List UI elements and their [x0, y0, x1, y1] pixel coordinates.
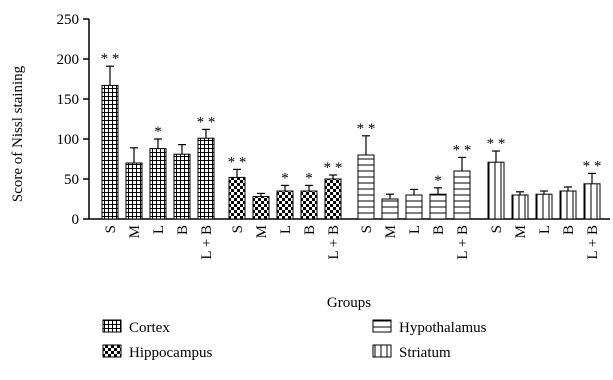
legend-label: Cortex [129, 320, 170, 336]
significance-marker: * * [324, 160, 343, 176]
legend-item-cortex: Cortex [102, 319, 170, 336]
significance-marker: * * [357, 121, 376, 137]
category-label: B [431, 225, 447, 235]
legend-swatch [102, 319, 122, 333]
bar-hypothalamus-m [381, 198, 399, 220]
significance-marker: * * [228, 154, 247, 170]
significance-marker: * [434, 173, 442, 189]
y-axis: 0 50 100 150 200 250 [57, 12, 90, 228]
category-label: B [302, 225, 318, 235]
category-label: L + B [585, 225, 601, 260]
bar-striatum-m [511, 194, 529, 220]
significance-marker: * [154, 124, 162, 140]
category-label: L [278, 225, 294, 234]
bar-cortex-s [101, 84, 119, 220]
category-label: B [175, 225, 191, 235]
significance-marker: * * [101, 51, 120, 67]
category-label: M [383, 225, 399, 238]
y-tick-label: 150 [57, 92, 80, 108]
y-axis-title: Score of Nissl staining [10, 65, 26, 202]
bar-striatum-s [487, 161, 505, 220]
category-label: M [127, 225, 143, 238]
legend-label: Hippocampus [129, 345, 212, 361]
series-striatum: * * * * [487, 136, 602, 220]
bar-cortex-m [125, 162, 143, 220]
bar-hippocampus-b [300, 190, 318, 220]
legend-label: Striatum [399, 345, 451, 361]
bar-hypothalamus-b [429, 193, 447, 220]
bar-striatum-l [535, 193, 553, 220]
category-label: M [513, 225, 529, 238]
y-tick-label: 200 [57, 52, 80, 68]
legend-swatch [372, 344, 392, 358]
category-label: M [254, 225, 270, 238]
y-tick-label: 50 [64, 172, 79, 188]
category-label: S [489, 225, 505, 233]
bar-series-group: * * * * * * * * * * * * * * * * * * * * [101, 51, 602, 220]
category-label: L + B [455, 225, 471, 260]
bar-hippocampus-lb [324, 178, 342, 220]
bar-hippocampus-s [228, 176, 246, 220]
legend: Cortex Hippocampus Hypothalamus Striatum [102, 319, 487, 361]
bar-hypothalamus-s [357, 154, 375, 220]
category-label: L [151, 225, 167, 234]
category-label: L [407, 225, 423, 234]
bar-cortex-l [149, 148, 167, 220]
category-label: B [561, 225, 577, 235]
category-label: L + B [326, 225, 342, 260]
category-label: S [103, 225, 119, 233]
significance-marker: * * [197, 114, 216, 130]
y-tick-label: 100 [57, 132, 80, 148]
bar-striatum-lb [583, 183, 601, 220]
bar-hippocampus-m [252, 196, 270, 220]
legend-item-hypothalamus: Hypothalamus [372, 319, 487, 336]
bar-cortex-b [173, 153, 191, 220]
bar-hippocampus-l [276, 190, 294, 220]
legend-item-striatum: Striatum [372, 344, 451, 361]
series-hippocampus: * * * * * * [228, 154, 343, 220]
bar-hypothalamus-l [405, 194, 423, 220]
category-label: L [537, 225, 553, 234]
bar-cortex-lb [197, 137, 215, 220]
significance-marker: * * [453, 142, 472, 158]
significance-marker: * * [583, 158, 602, 174]
legend-label: Hypothalamus [399, 320, 487, 336]
y-tick-label: 250 [57, 12, 80, 28]
series-hypothalamus: * * * * * [357, 121, 472, 220]
legend-swatch [372, 319, 392, 333]
y-tick-label: 0 [72, 212, 80, 228]
bar-striatum-b [559, 190, 577, 220]
category-label: S [230, 225, 246, 233]
significance-marker: * [305, 170, 313, 186]
category-label: S [359, 225, 375, 233]
legend-swatch [102, 344, 122, 358]
legend-item-hippocampus: Hippocampus [102, 344, 212, 361]
x-axis-title: Groups [327, 295, 371, 311]
category-label: L + B [199, 225, 215, 260]
series-cortex: * * * * * [101, 51, 216, 220]
bar-hypothalamus-lb [453, 170, 471, 220]
significance-marker: * [281, 170, 289, 186]
significance-marker: * * [487, 136, 506, 152]
